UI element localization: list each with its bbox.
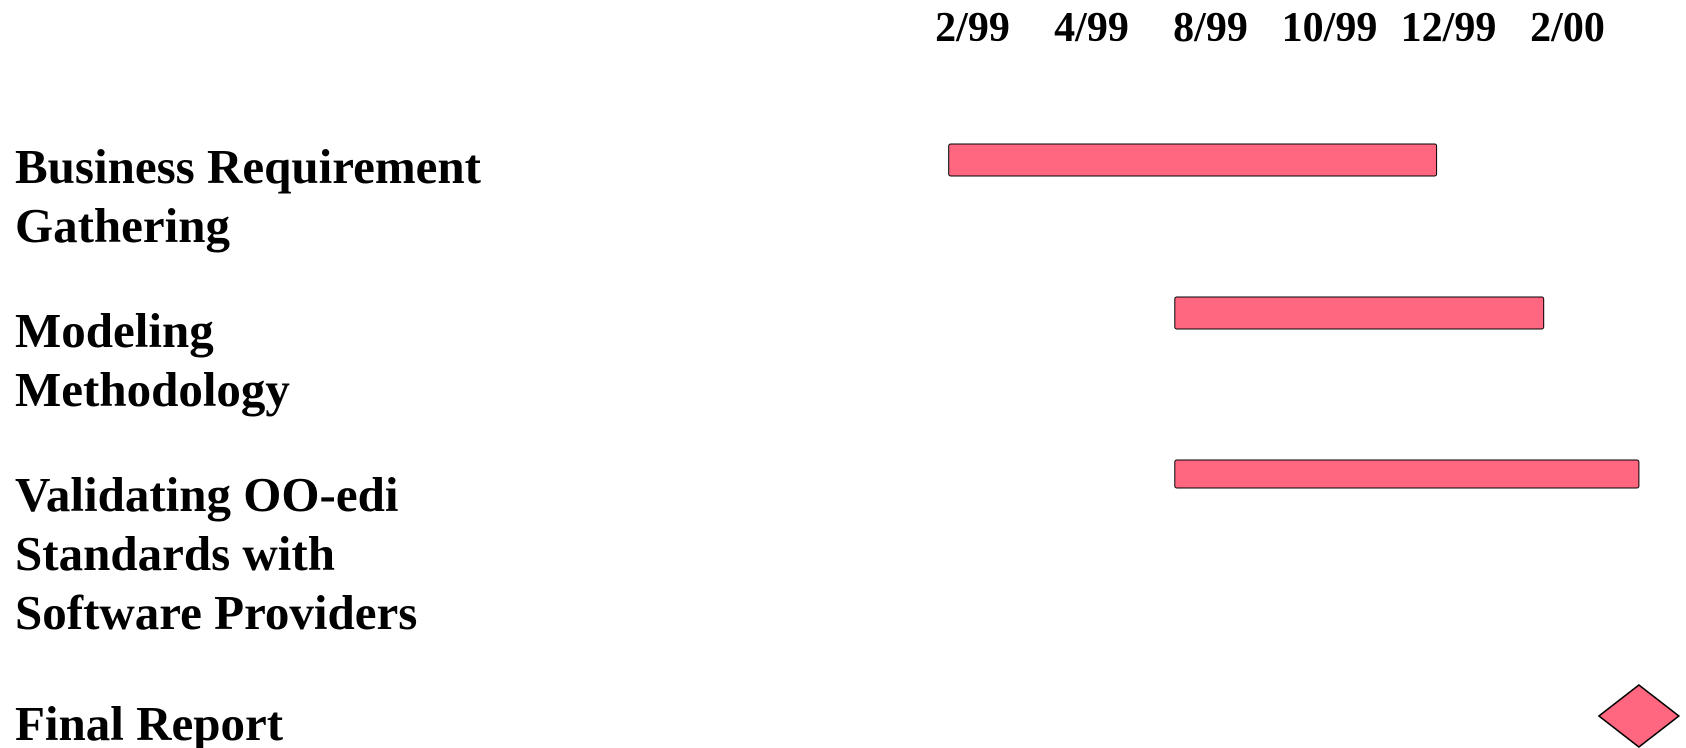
task-label: Final Report — [15, 696, 284, 748]
x-tick-label: 4/99 — [1054, 5, 1129, 51]
task-bar — [1174, 296, 1545, 330]
task-label: Validating OO-edi Standards with Software … — [15, 467, 417, 640]
x-tick-label: 2/99 — [935, 5, 1010, 51]
x-tick-label: 10/99 — [1282, 5, 1378, 51]
task-label-line: Modeling — [15, 303, 214, 358]
task-label-line: Methodology — [15, 362, 290, 417]
x-tick-label: 8/99 — [1173, 5, 1248, 51]
milestone — [1597, 684, 1681, 748]
task-bar — [1174, 459, 1640, 489]
task-label: Business Requirement Gathering — [15, 139, 482, 253]
task-label-line: Gathering — [15, 198, 231, 253]
task-label-line: Business Requirement — [15, 139, 482, 194]
task-label-line: Final Report — [15, 696, 284, 748]
x-tick-label: 12/99 — [1401, 5, 1497, 51]
task-label: Modeling Methodology — [15, 303, 290, 417]
x-tick-label: 2/00 — [1530, 5, 1605, 51]
task-label-line: Validating OO-edi — [15, 467, 398, 522]
task-label-line: Standards with — [15, 526, 335, 581]
task-label-line: Software Providers — [15, 585, 417, 640]
task-bar — [948, 143, 1438, 177]
